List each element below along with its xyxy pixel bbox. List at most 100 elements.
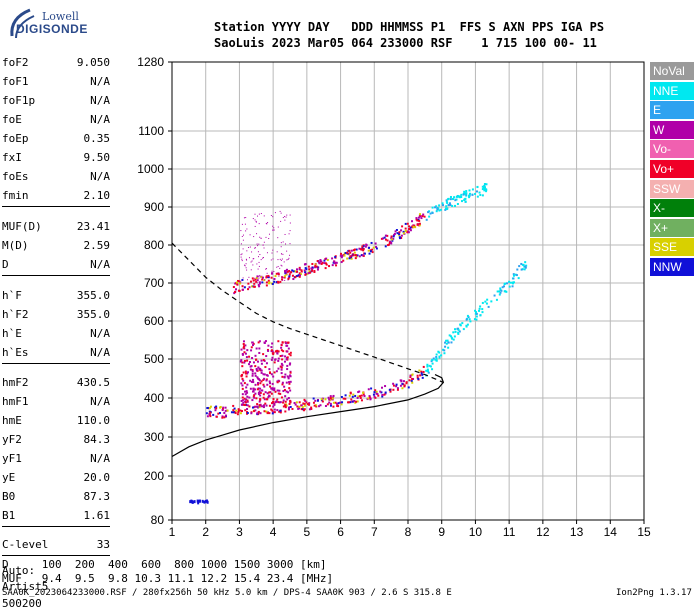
echo-point [311,269,314,272]
echo-point [271,342,274,345]
echo-point [256,233,258,235]
echo-point [205,412,208,415]
echo-point [484,300,487,303]
echo-point [283,376,286,379]
echo-point [251,390,254,393]
echo-point [270,349,273,352]
echo-point [419,213,422,216]
param-row: C-level 33 [2,538,110,551]
echo-point [257,393,260,396]
echo-point [258,390,261,393]
echo-point [241,353,244,356]
echo-point [392,384,395,387]
echo-point [478,191,481,194]
echo-point [468,196,471,199]
echo-point [232,286,235,289]
echo-point [426,365,429,368]
echo-point [508,280,511,283]
x-tick-label: 1 [169,525,176,539]
param-row: B0 87.3 [2,490,110,503]
echo-point [280,346,283,349]
echo-point [364,245,367,248]
echo-point [458,330,461,333]
echo-point [380,391,383,394]
echo-point [237,408,240,411]
echo-point [346,251,349,254]
echo-point [481,188,484,191]
echo-point [258,277,260,279]
echo-point [251,357,254,360]
echo-point [271,282,274,285]
legend-item-e: E [650,101,694,120]
echo-point [249,387,252,390]
logo-line2: DIGISONDE [16,22,88,36]
echo-point [302,402,305,405]
echo-point [242,346,245,349]
echo-point [298,275,301,278]
echo-point [262,404,265,407]
echo-point [259,236,261,238]
echo-point [262,257,264,259]
echo-point [401,225,404,228]
echo-point [460,196,463,199]
echo-point [241,278,244,281]
echo-point [203,500,206,504]
echo-point [384,392,387,395]
separator [2,275,110,276]
echo-point [355,248,358,251]
echo-point [266,223,268,225]
echo-point [256,382,259,385]
echo-point [324,404,327,407]
echo-point [361,246,364,249]
echo-point [251,399,254,402]
echo-point [310,406,313,409]
echo-point [276,266,278,268]
echo-point [248,361,251,364]
echo-point [254,365,257,368]
echo-point [288,387,291,390]
echo-point [276,251,278,253]
echo-point [256,263,258,265]
echo-point [277,259,279,261]
echo-point [339,252,342,255]
echo-point [449,335,452,338]
echo-point [262,393,265,396]
echo-point [292,270,295,273]
echo-point [318,261,321,264]
echo-point [391,239,394,242]
echo-point [232,404,235,407]
echo-point [340,403,343,406]
echo-point [280,242,282,244]
echo-point [295,275,298,278]
auto-label: Auto: [2,564,36,577]
echo-point [281,341,284,344]
echo-point [284,219,286,221]
echo-point [281,278,284,281]
echo-point [450,336,453,339]
echo-point [353,399,356,402]
echo-point [383,393,386,396]
echo-point [440,354,443,357]
echo-point [287,277,290,280]
echo-point [350,249,353,252]
echo-point [260,237,262,239]
echo-point [418,222,421,225]
echo-point [352,254,355,257]
echo-point [257,245,259,247]
echo-point [257,251,259,253]
echo-point [328,265,331,268]
echo-point [431,362,434,365]
echo-point [411,377,414,380]
echo-point [251,374,254,377]
echo-point [263,241,265,243]
echo-point [354,394,357,397]
echo-point [250,269,252,271]
echo-point [243,397,246,400]
echo-point [434,206,437,209]
echo-point [404,230,407,233]
echo-point [254,392,257,395]
echo-point [246,408,249,411]
param-row: M(D) 2.59 [2,239,110,252]
echo-point [438,204,441,207]
echo-point [303,398,306,401]
